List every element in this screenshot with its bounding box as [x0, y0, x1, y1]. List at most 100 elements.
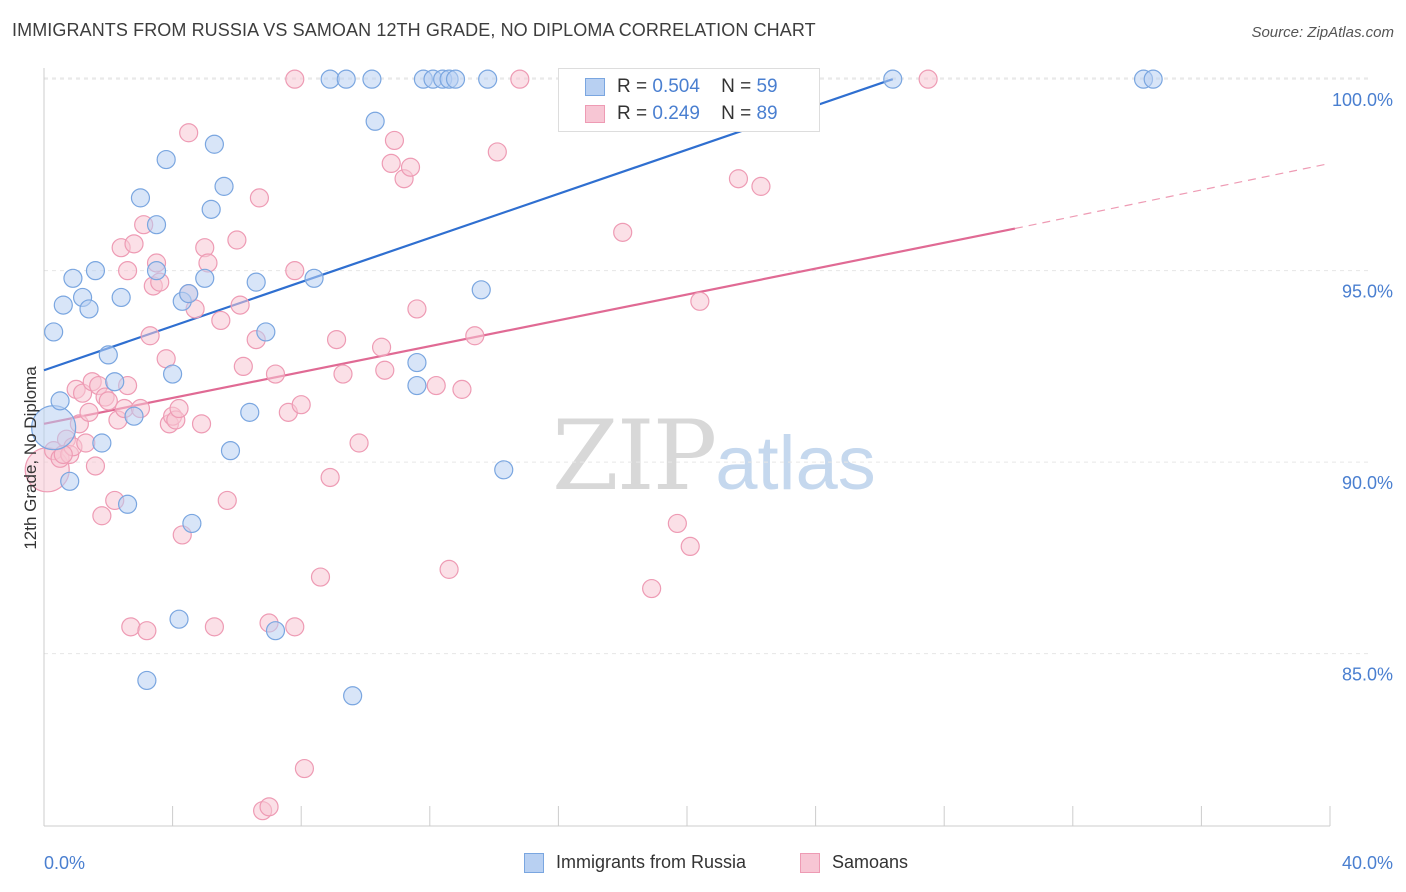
- samoans-point: [452, 379, 472, 399]
- russia-point: [169, 609, 189, 629]
- samoans-trend-extension: [1014, 162, 1331, 230]
- samoans-point: [249, 188, 270, 208]
- legend-r-value: 0.249: [652, 103, 700, 124]
- russia-point: [478, 69, 498, 89]
- legend-text-samoans: R = 0.249 N = 89: [617, 103, 778, 125]
- samoans-point: [169, 398, 189, 419]
- russia-point: [50, 391, 70, 411]
- russia-point: [53, 295, 73, 315]
- samoans-point: [426, 375, 446, 396]
- samoans-point: [407, 299, 427, 319]
- russia-point: [883, 69, 903, 89]
- russia-point: [240, 402, 260, 422]
- russia-point: [362, 69, 382, 89]
- russia-point: [137, 670, 157, 691]
- legend-n-label: N =: [721, 103, 752, 124]
- x-tick-label: 0.0%: [44, 853, 85, 873]
- legend-text-russia: R = 0.504 N = 59: [617, 76, 778, 98]
- samoans-point: [285, 617, 305, 637]
- samoans-point: [310, 567, 331, 587]
- samoans-point: [85, 456, 106, 476]
- samoans-point: [384, 130, 405, 151]
- samoans-point: [333, 364, 353, 384]
- samoans-point: [487, 142, 507, 162]
- legend-r-label: R =: [617, 103, 648, 124]
- samoans-point: [294, 758, 315, 779]
- samoans-point: [217, 490, 237, 511]
- samoans-point: [349, 433, 369, 453]
- samoans-point: [285, 69, 305, 89]
- samoans-point: [667, 513, 687, 534]
- samoans-point: [918, 69, 938, 89]
- russia-point: [445, 69, 466, 89]
- russia-point: [204, 134, 224, 154]
- samoans-point: [375, 360, 395, 380]
- samoans-point: [137, 621, 157, 641]
- legend-n-value: 89: [756, 103, 778, 124]
- y-tick-label: 95.0%: [1342, 282, 1393, 302]
- samoans-point: [179, 123, 199, 143]
- russia-points: [31, 69, 1163, 706]
- samoans-point: [211, 310, 231, 331]
- samoans-point: [259, 797, 279, 817]
- russia-point: [117, 494, 138, 514]
- bottom-legend-label-samoans: Samoans: [832, 852, 909, 872]
- russia-point: [494, 460, 514, 480]
- samoans-point: [124, 234, 144, 254]
- russia-point: [265, 621, 286, 641]
- russia-point: [471, 280, 491, 300]
- axis-labels: 85.0% 90.0% 95.0% 100.0% 0.0% 40.0% 12th Grade…: [21, 90, 1393, 873]
- russia-point: [1143, 69, 1163, 89]
- samoans-point: [439, 559, 459, 579]
- samoans-point: [751, 176, 771, 196]
- russia-point: [304, 268, 324, 288]
- russia-point: [130, 188, 151, 208]
- legend-n-value: 59: [756, 76, 778, 97]
- russia-point: [365, 111, 385, 131]
- russia-point: [214, 176, 234, 196]
- stats-legend: R = 0.504 N = 59 R = 0.249 N = 89: [558, 68, 820, 132]
- russia-point: [407, 375, 427, 396]
- samoans-point: [98, 391, 118, 411]
- chart-title: IMMIGRANTS FROM RUSSIA VS SAMOAN 12TH GR…: [12, 20, 816, 40]
- samoans-point: [227, 230, 247, 250]
- samoans-point: [680, 536, 700, 557]
- russia-point: [195, 268, 215, 288]
- russia-point: [146, 215, 167, 235]
- legend-n-label: N =: [721, 76, 752, 97]
- samoans-point: [642, 578, 662, 599]
- samoans-point: [381, 153, 401, 174]
- samoans-point: [117, 261, 138, 281]
- samoans-points: [24, 69, 938, 821]
- samoans-point: [690, 291, 710, 311]
- y-tick-label: 100.0%: [1332, 90, 1393, 110]
- samoans-trend-line: [43, 227, 1016, 425]
- samoans-point: [233, 356, 253, 376]
- samoans-point: [465, 326, 485, 346]
- russia-point: [60, 471, 80, 491]
- samoans-point: [204, 617, 224, 637]
- russia-point: [156, 149, 176, 170]
- samoans-point: [326, 329, 347, 350]
- russia-point: [44, 322, 64, 342]
- zipatlas-watermark: ZIPatlas: [552, 400, 876, 512]
- samoans-point: [728, 169, 749, 189]
- x-tick-label: 40.0%: [1342, 853, 1393, 873]
- russia-point: [63, 268, 83, 288]
- samoans-point: [400, 157, 421, 177]
- samoans-point: [510, 69, 530, 89]
- russia-point: [201, 199, 221, 219]
- samoans-point: [230, 295, 250, 315]
- bottom-legend-russia: Immigrants from Russia: [524, 852, 746, 873]
- russia-point: [163, 364, 183, 384]
- source-label: Source: ZipAtlas.com: [1251, 24, 1394, 41]
- russia-point: [111, 287, 131, 308]
- russia-point: [220, 441, 241, 461]
- samoans-point: [285, 261, 305, 281]
- legend-r-label: R =: [617, 76, 648, 97]
- russia-point: [246, 272, 266, 292]
- legend-r-value: 0.504: [652, 76, 700, 97]
- samoans-point: [191, 414, 212, 434]
- russia-point: [256, 322, 276, 342]
- samoans-point: [371, 337, 392, 357]
